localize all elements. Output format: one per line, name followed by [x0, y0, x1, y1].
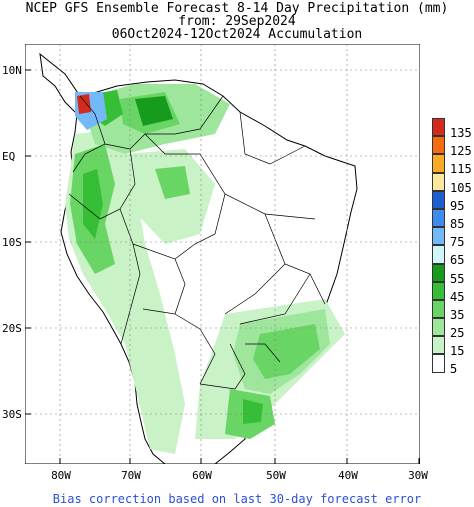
lon-label-40w: 40W — [338, 469, 358, 482]
map-title-line2: from: 29Sep2024 — [178, 14, 296, 29]
map-title-line1: NCEP GFS Ensemble Forecast 8-14 Day Prec… — [25, 1, 449, 16]
legend-label: 25 — [450, 326, 465, 341]
legend-label: 115 — [450, 162, 472, 177]
legend-label: 35 — [450, 307, 465, 322]
legend-swatch — [432, 208, 445, 228]
legend-swatch — [432, 299, 445, 319]
legend-swatch — [432, 172, 445, 191]
legend-item: 75 — [432, 227, 472, 249]
legend-item: 35 — [432, 299, 472, 321]
legend-label: 55 — [450, 271, 465, 286]
legend-item: 125 — [432, 136, 472, 158]
precip-veryheavy-west — [83, 169, 103, 239]
legend-swatch — [432, 245, 445, 264]
lat-label-10s: 10S — [2, 236, 22, 249]
legend-item: 95 — [432, 190, 472, 212]
lat-label-10n: 10N — [2, 64, 22, 77]
color-legend: 135 125 115 105 95 85 75 65 55 45 35 25 15 5 — [432, 118, 472, 376]
lon-label-30w: 30W — [408, 469, 428, 482]
legend-label: 125 — [450, 144, 472, 159]
legend-swatch — [432, 281, 445, 300]
lat-label-20s: 20S — [2, 322, 22, 335]
precip-veryheavy-north — [135, 96, 173, 126]
lat-label-30s: 30S — [2, 408, 22, 421]
legend-label: 105 — [450, 180, 472, 195]
bias-correction-note: Bias correction based on last 30-day for… — [52, 492, 422, 506]
legend-label: 15 — [450, 344, 465, 359]
legend-swatch — [432, 336, 445, 355]
legend-label: 95 — [450, 198, 465, 213]
legend-swatch — [432, 136, 445, 155]
legend-label: 5 — [450, 362, 458, 377]
precip-veryheavy-south — [243, 399, 263, 424]
legend-item: 5 — [432, 354, 472, 376]
legend-swatch — [432, 154, 445, 173]
precipitation-map — [25, 44, 420, 464]
precipitation-fields — [65, 84, 345, 454]
lon-label-70w: 70W — [121, 469, 141, 482]
precip-heavy-southeast — [253, 324, 320, 379]
legend-label: 135 — [450, 126, 472, 140]
legend-item: 45 — [432, 281, 472, 303]
legend-label: 45 — [450, 289, 465, 304]
precip-heavy-amazon — [155, 166, 190, 199]
legend-item: 65 — [432, 245, 472, 267]
map-title-line3: 06Oct2024-12Oct2024 Accumulation — [111, 27, 363, 42]
legend-swatch — [432, 118, 445, 137]
precip-extreme-colombia — [77, 94, 91, 114]
legend-swatch — [432, 354, 445, 373]
legend-item: 25 — [432, 318, 472, 340]
legend-swatch — [432, 227, 445, 246]
legend-item: 55 — [432, 263, 472, 285]
lon-label-50w: 50W — [266, 469, 286, 482]
lat-label-eq: EQ — [2, 150, 16, 163]
legend-item: 135 — [432, 118, 472, 140]
grid-lines — [25, 44, 420, 464]
legend-label: 85 — [450, 216, 465, 231]
legend-item: 85 — [432, 208, 472, 230]
legend-swatch — [432, 318, 445, 337]
legend-swatch — [432, 263, 445, 282]
legend-item: 105 — [432, 172, 472, 194]
lon-label-60w: 60W — [192, 469, 212, 482]
legend-item: 115 — [432, 154, 472, 176]
legend-swatch — [432, 190, 445, 209]
legend-item: 15 — [432, 336, 472, 358]
lon-label-80w: 80W — [51, 469, 71, 482]
axis-ticks — [25, 69, 420, 464]
legend-label: 65 — [450, 253, 465, 268]
legend-label: 75 — [450, 235, 465, 250]
